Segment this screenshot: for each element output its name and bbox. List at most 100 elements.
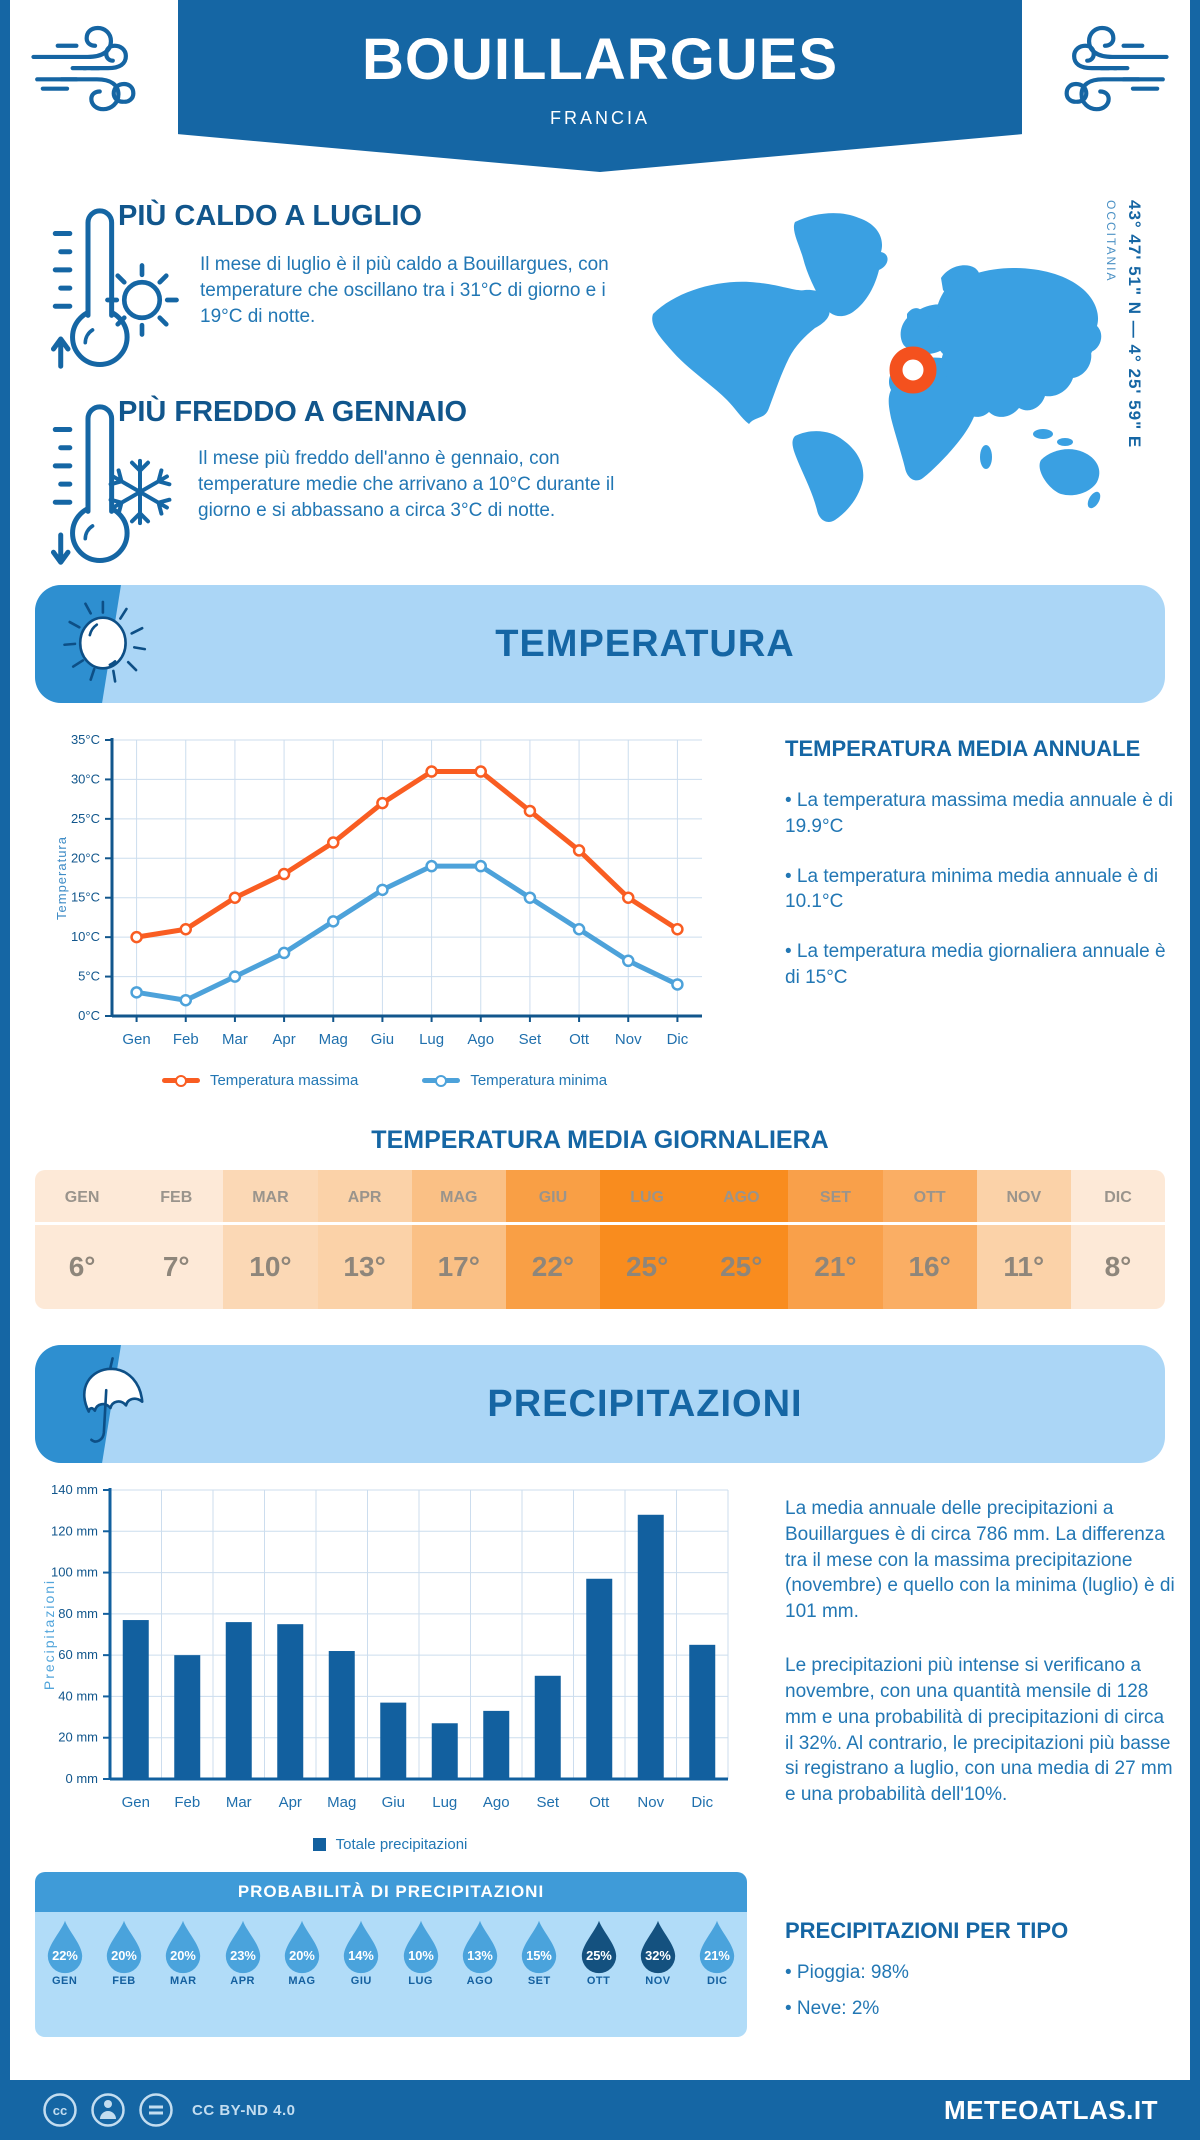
drop-icon: 15%: [522, 1920, 557, 1974]
probability-drops: 22% GEN 20% FEB 20% MAR 23% APR 20% MAG 14% GIU 10% L…: [35, 1912, 747, 2037]
drop-month: SET: [527, 1975, 551, 1987]
svg-text:0°C: 0°C: [78, 1008, 100, 1023]
svg-text:cc: cc: [53, 2103, 67, 2118]
page-edge-left: [0, 0, 10, 2140]
highlight-cold-title: PIÙ FREDDO A GENNAIO: [118, 396, 468, 428]
svg-text:Ott: Ott: [589, 1794, 610, 1811]
drop-icon: 20%: [284, 1920, 320, 1974]
annual-temperature-heading: TEMPERATURA MEDIA ANNUALE: [785, 736, 1141, 761]
svg-text:5°C: 5°C: [78, 969, 100, 984]
drop-icon: 20%: [166, 1920, 201, 1974]
svg-text:Apr: Apr: [279, 1794, 302, 1811]
table-value: 17°: [411, 1222, 506, 1309]
table-column: MAG 17°: [411, 1170, 506, 1309]
drop-month: APR: [230, 1975, 255, 1987]
drop-month: NOV: [645, 1975, 671, 1987]
table-month: DIC: [1104, 1189, 1132, 1206]
probability-heading: PROBABILITÀ DI PRECIPITAZIONI: [35, 1872, 747, 1912]
drop-icon: 22%: [47, 1920, 82, 1974]
precipitation-banner-title: PRECIPITAZIONI: [487, 1383, 803, 1425]
temperature-chart: 0°C 5°C 10°C 15°C 20°C 25°C 30°C 35°C Gen Feb Mar A…: [54, 732, 702, 1048]
drop-month: DIC: [707, 1975, 728, 1987]
svg-text:Ott: Ott: [569, 1031, 590, 1048]
annual-bullet: • La temperatura massima media annuale è…: [785, 790, 1173, 837]
legend-total-swatch: [312, 1838, 326, 1851]
probability-drop: 21% DIC: [689, 1919, 745, 1987]
svg-text:23%: 23%: [230, 1948, 256, 1963]
table-value: 22°: [505, 1222, 601, 1309]
precipitation-type-bullet: • Pioggia: 98%: [785, 1962, 909, 1983]
drop-month: AGO: [466, 1975, 494, 1987]
table-month: MAR: [252, 1189, 289, 1206]
svg-text:20%: 20%: [170, 1948, 196, 1963]
header-banner: BOUILLARGUES FRANCIA: [178, 0, 1022, 172]
table-value: 6°: [35, 1222, 130, 1309]
site-name: METEOATLAS.IT: [943, 2094, 1158, 2125]
precipitation-type-block: PRECIPITAZIONI PER TIPO • Pioggia: 98% •…: [785, 1918, 1177, 2046]
svg-text:0 mm: 0 mm: [66, 1771, 99, 1786]
cc-nd-icon: [139, 2093, 173, 2127]
svg-text:22%: 22%: [52, 1948, 78, 1963]
legend-item-min: Temperatura minima: [422, 1072, 607, 1089]
drop-month: GEN: [51, 1975, 78, 1987]
wind-icon: [31, 25, 136, 112]
svg-text:20%: 20%: [289, 1948, 315, 1963]
svg-text:Mar: Mar: [226, 1794, 252, 1811]
cc-icon: cc: [43, 2093, 77, 2127]
drop-month: GIU: [350, 1975, 372, 1987]
drop-icon: 32%: [640, 1920, 676, 1974]
svg-text:Feb: Feb: [174, 1794, 200, 1811]
table-column: GIU 22°: [505, 1170, 601, 1309]
page-subtitle: FRANCIA: [549, 108, 650, 128]
table-column: LUG 25°: [600, 1170, 695, 1309]
svg-text:30°C: 30°C: [71, 771, 100, 786]
temperature-legend: Temperatura massima Temperatura minima: [52, 1072, 717, 1089]
snowflake-icon: [108, 458, 172, 526]
page-title: BOUILLARGUES: [362, 27, 838, 92]
table-column: MAR 10°: [223, 1170, 318, 1309]
wind-icon: [1064, 25, 1169, 112]
table-value: 25°: [600, 1222, 695, 1309]
svg-text:Lug: Lug: [419, 1031, 444, 1048]
location-marker: [889, 346, 937, 394]
highlight-cold-text: Il mese più freddo dell'anno è gennaio, …: [198, 448, 615, 521]
probability-panel: PROBABILITÀ DI PRECIPITAZIONI 22% GEN 20% F…: [35, 1872, 747, 2037]
probability-drop: 23% APR: [215, 1919, 271, 1987]
drop-icon: 23%: [225, 1920, 260, 1974]
table-value: 10°: [223, 1222, 318, 1309]
table-column: FEB 7°: [129, 1170, 224, 1309]
legend-total-label: Totale precipitazioni: [335, 1836, 468, 1853]
table-month: AGO: [723, 1189, 760, 1206]
svg-text:Apr: Apr: [272, 1031, 295, 1048]
annual-temperature-block: TEMPERATURA MEDIA ANNUALE • La temperatu…: [785, 736, 1180, 1015]
legend-min-label: Temperatura minima: [470, 1072, 608, 1089]
svg-text:Feb: Feb: [173, 1031, 199, 1048]
precipitation-banner: PRECIPITAZIONI: [35, 1345, 1165, 1463]
precipitation-chart: 0 mm 20 mm 40 mm 60 mm 80 mm 100 mm 120 mm 140 …: [41, 1482, 729, 1811]
temperature-banner: TEMPERATURA: [35, 585, 1165, 703]
table-month: MAG: [440, 1189, 478, 1206]
svg-text:Mag: Mag: [319, 1031, 348, 1048]
svg-text:Gen: Gen: [122, 1794, 150, 1811]
page-edge-right: [1190, 0, 1200, 2140]
table-column: OTT 16°: [882, 1170, 977, 1309]
svg-text:Set: Set: [519, 1031, 542, 1048]
probability-drop: 14% GIU: [333, 1919, 389, 1987]
svg-text:Giu: Giu: [371, 1031, 394, 1048]
probability-drop: 20% MAG: [274, 1919, 330, 1987]
table-value: 21°: [788, 1222, 883, 1309]
highlight-hot-title: PIÙ CALDO A LUGLIO: [118, 200, 422, 232]
svg-text:Mar: Mar: [222, 1031, 248, 1048]
svg-text:Dic: Dic: [667, 1031, 689, 1048]
drop-icon: 25%: [581, 1920, 616, 1974]
table-column: SET 21°: [788, 1170, 883, 1309]
sun-icon: [105, 263, 179, 337]
footer: cc CC BY-ND 4.0 METEOATLAS.IT: [0, 2080, 1200, 2140]
svg-text:20 mm: 20 mm: [58, 1730, 98, 1745]
table-month: SET: [819, 1189, 852, 1206]
svg-text:32%: 32%: [645, 1948, 671, 1963]
probability-drop: 15% SET: [511, 1919, 567, 1987]
svg-text:Ago: Ago: [467, 1031, 494, 1048]
precipitation-paragraph: La media annuale delle precipitazioni a …: [785, 1498, 1175, 1623]
drop-icon: 20%: [106, 1920, 142, 1974]
